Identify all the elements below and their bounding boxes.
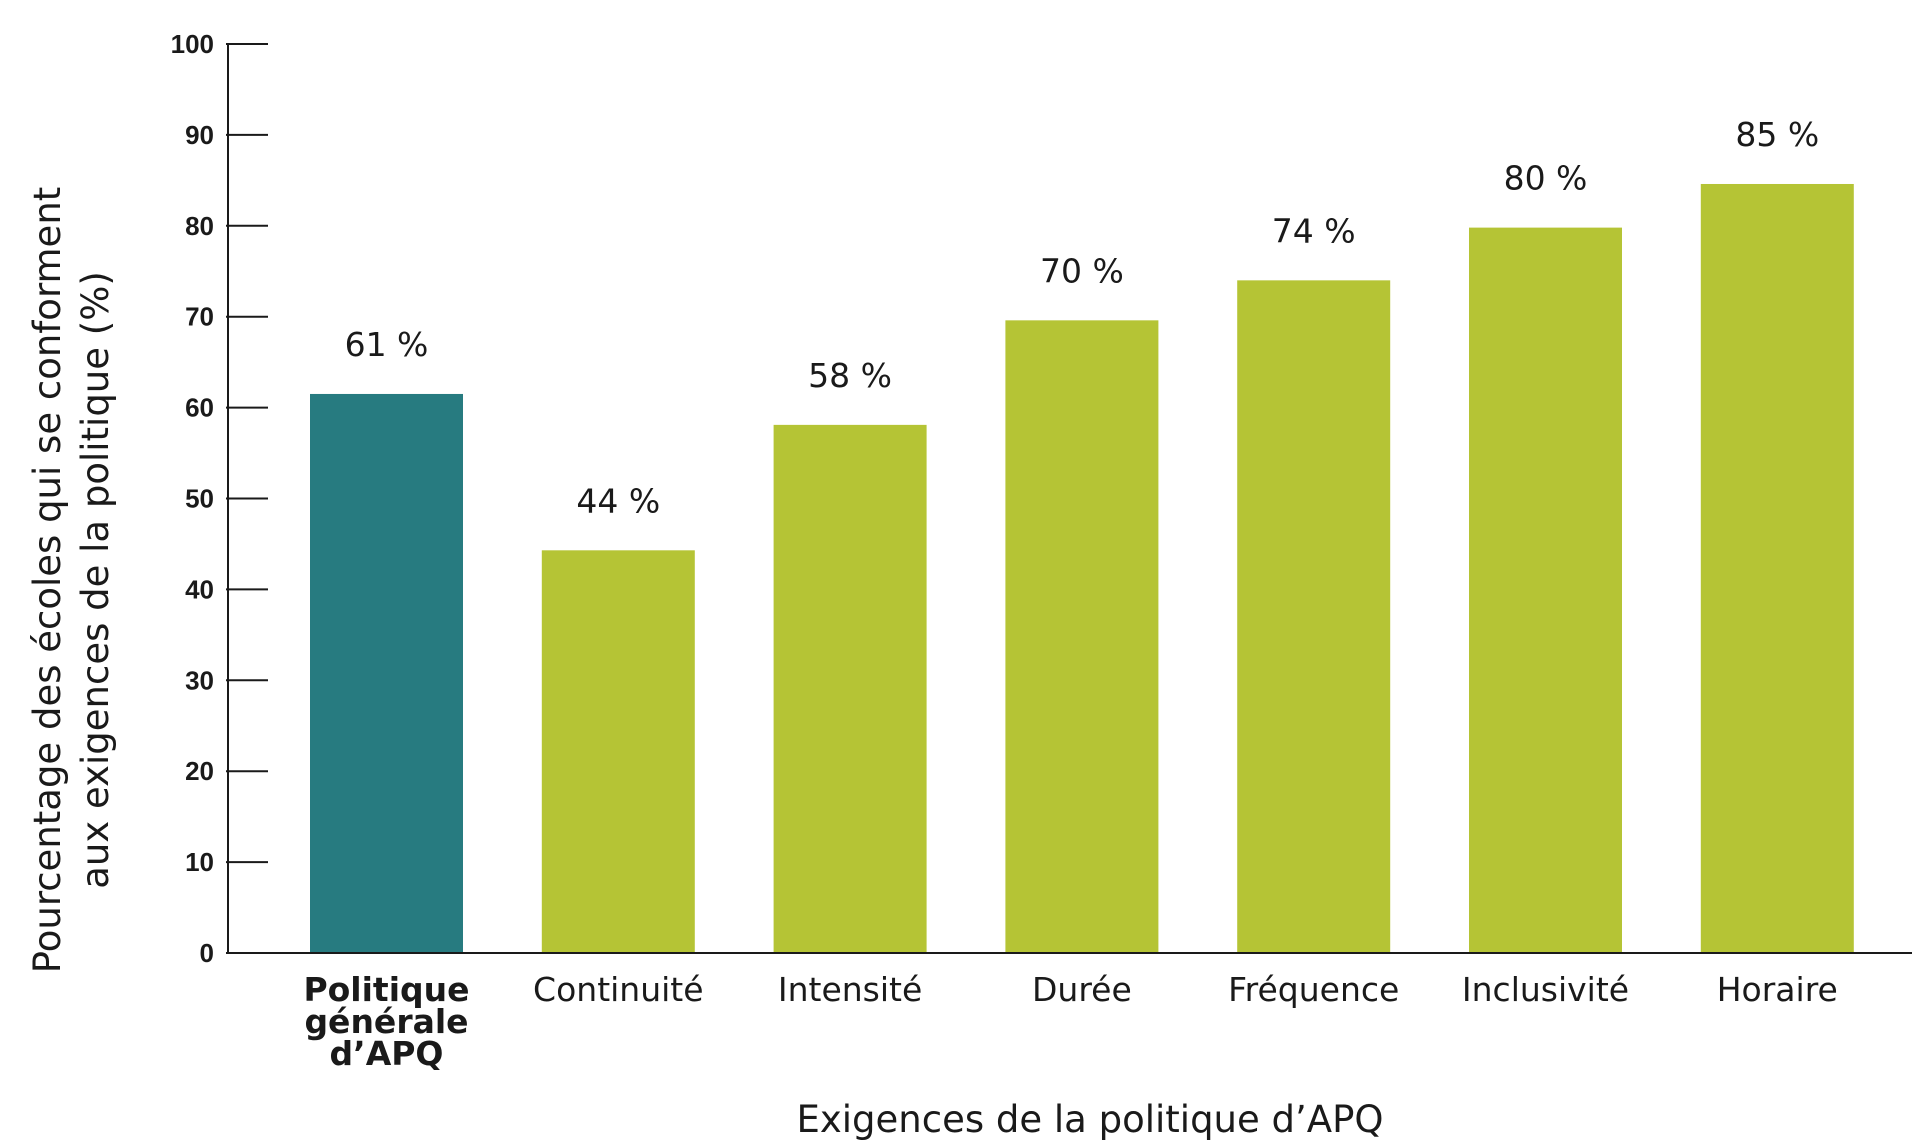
y-tick-label: 30 [185,665,214,695]
x-tick-label: Intensité [778,970,922,1009]
y-axis-title: Pourcentage des écoles qui se conforment… [26,187,117,974]
bar [1237,280,1391,954]
y-tick-label: 10 [185,847,214,877]
x-tick-label: Inclusivité [1462,970,1629,1009]
bars [310,183,1854,954]
y-axis: 0 10 20 30 40 50 60 70 80 90 100 [171,29,268,968]
y-tick-label: 70 [185,302,214,332]
y-tick-label: 20 [185,756,214,786]
y-tick-label: 60 [185,393,214,423]
x-tick-label: générale [304,1002,468,1041]
x-tick-label: Horaire [1717,970,1838,1009]
y-tick-label: 90 [185,120,214,150]
bar-data-label: 74 % [1272,211,1356,250]
x-tick-label: Politique [303,970,469,1009]
x-axis-title: Exigences de la politique d’APQ [796,1098,1383,1140]
bar [773,424,927,954]
bar-data-label: 85 % [1735,115,1819,154]
y-tick-label: 80 [185,211,214,241]
y-tick-label: 40 [185,574,214,604]
bar [541,550,695,953]
x-tick-label: d’APQ [330,1034,444,1073]
y-axis-title-line-2: aux exigences de la politique (%) [74,271,117,889]
bar [1005,320,1159,953]
bar-data-label: 80 % [1504,159,1588,198]
bar-data-label: 58 % [808,356,892,395]
x-tick-label: Fréquence [1228,970,1399,1009]
x-tick-label: Durée [1032,970,1132,1009]
y-tick-label: 50 [185,484,214,514]
bar [1469,227,1622,954]
y-axis-title-line-1: Pourcentage des écoles qui se conforment [26,187,69,974]
bar [310,393,463,954]
bar-data-label: 70 % [1040,251,1124,290]
y-tick-label: 0 [200,938,214,968]
y-tick-label: 100 [171,29,214,59]
x-tick-label: Continuité [533,970,704,1009]
bar-data-label: 44 % [576,481,660,520]
bar [1700,183,1854,954]
bar-data-label: 61 % [345,325,429,364]
data-labels: 61 % 44 % 58 % 70 % 74 % 80 % 85 % [345,115,1820,520]
